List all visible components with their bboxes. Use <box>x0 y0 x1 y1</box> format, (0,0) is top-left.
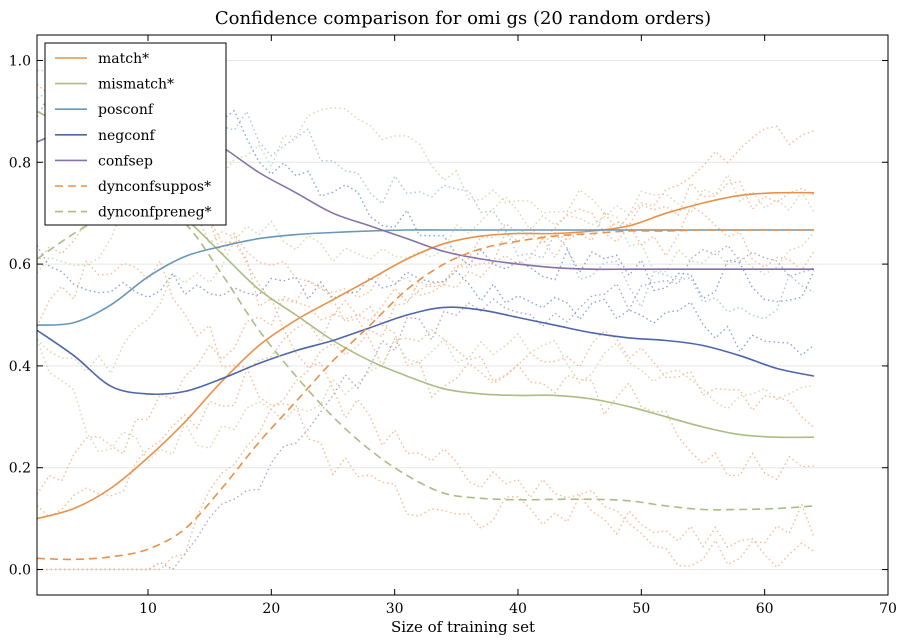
legend: match* mismatch* posconf negconf confsep dync… <box>44 42 227 226</box>
series-line-negconf <box>36 306 815 396</box>
order-trace <box>36 170 815 567</box>
order-trace <box>36 180 815 518</box>
per-order-traces <box>36 69 815 571</box>
y-tick-label: 0.0 <box>9 563 31 579</box>
y-tick-label: 1.0 <box>9 53 31 69</box>
legend-label: negconf <box>98 128 157 144</box>
order-trace <box>36 125 815 495</box>
order-trace <box>36 245 815 357</box>
legend-label: mismatch* <box>98 77 174 93</box>
y-tick-label: 0.8 <box>9 155 31 171</box>
series-line-dynconfsuppos <box>36 229 814 561</box>
order-trace <box>36 173 815 375</box>
x-tick-label: 10 <box>139 601 157 617</box>
legend-label: confsep <box>98 153 153 169</box>
legend-label: match* <box>98 51 149 67</box>
x-tick-label: 50 <box>632 601 650 617</box>
x-axis-title: Size of training set <box>391 618 535 636</box>
chart-title: Confidence comparison for omi gs (20 ran… <box>215 8 711 29</box>
x-axis-ticks: 10 20 30 40 50 60 70 <box>139 35 897 617</box>
x-tick-label: 40 <box>509 601 527 617</box>
order-trace <box>37 205 815 571</box>
x-tick-label: 70 <box>879 601 897 617</box>
order-trace <box>36 69 815 320</box>
x-tick-label: 60 <box>756 601 774 617</box>
y-axis-ticks: 0.0 0.2 0.4 0.6 0.8 1.0 <box>9 53 888 579</box>
legend-label: dynconfsuppos* <box>98 179 211 195</box>
legend-label: posconf <box>98 102 155 118</box>
series-line-match <box>36 191 815 520</box>
order-trace <box>36 332 815 463</box>
series-line-dynconfpreneg <box>36 201 815 511</box>
y-tick-label: 0.2 <box>9 461 31 477</box>
x-tick-label: 20 <box>262 601 280 617</box>
x-tick-label: 30 <box>386 601 404 617</box>
order-trace <box>37 69 815 481</box>
order-trace <box>36 259 815 569</box>
legend-label: dynconfpreneg* <box>98 205 212 221</box>
y-tick-label: 0.4 <box>9 359 31 375</box>
y-tick-label: 0.6 <box>9 257 31 273</box>
plot-frame <box>36 34 889 596</box>
